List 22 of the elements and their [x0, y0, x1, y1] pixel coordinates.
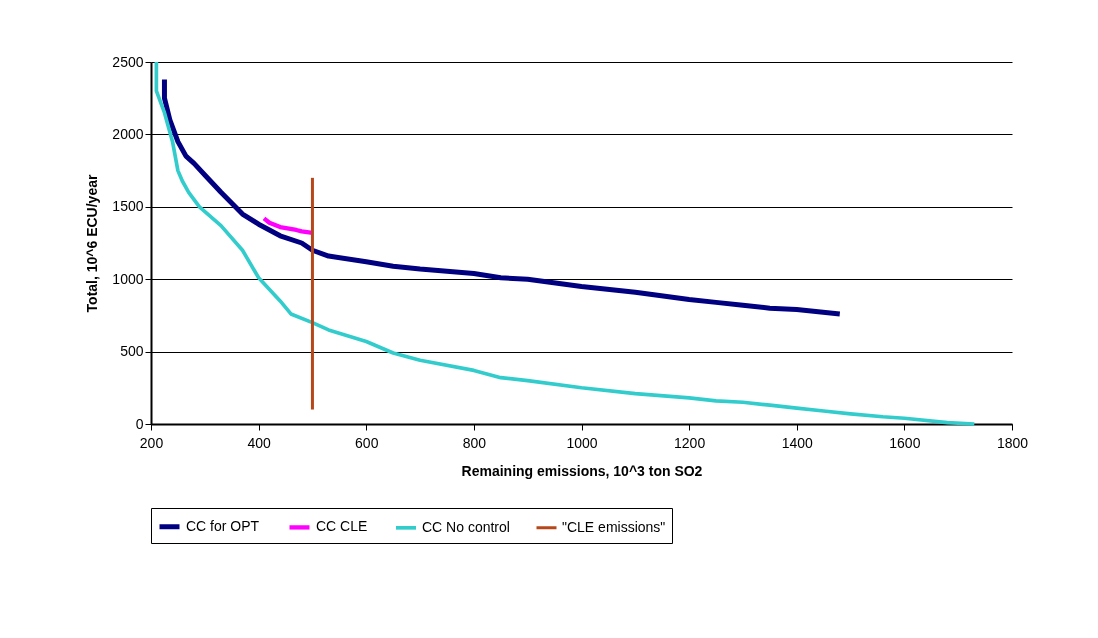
y-tick-label: 1000 [112, 270, 144, 287]
legend-label: CC CLE [316, 518, 368, 535]
y-axis-title: Total, 10^6 ECU/year [84, 174, 101, 313]
y-tick-label: 2000 [112, 125, 144, 142]
x-tick-label: 800 [462, 434, 487, 451]
line-series [154, 60, 977, 426]
x-tick-label: 200 [139, 434, 164, 451]
y-tick-label: 0 [135, 415, 144, 432]
y-tick-label: 500 [120, 343, 144, 360]
x-tick-label: 600 [355, 434, 379, 451]
x-axis-title: Remaining emissions, 10^3 ton SO2 [461, 462, 703, 479]
x-tick-label: 1000 [566, 434, 598, 451]
x-tick-label: 1800 [996, 434, 1029, 451]
legend-label: CC for OPT [186, 517, 260, 534]
x-tick-label: 1600 [889, 434, 921, 451]
legend-label: "CLE emissions" [562, 518, 666, 535]
x-tick-label: 1200 [674, 434, 706, 451]
y-tick-label: 2500 [112, 53, 144, 70]
y-tick-label: 1500 [112, 198, 144, 215]
x-tick-label: 400 [247, 434, 272, 451]
x-tick-label: 1400 [781, 434, 814, 451]
legend-label: CC No control [422, 518, 510, 535]
